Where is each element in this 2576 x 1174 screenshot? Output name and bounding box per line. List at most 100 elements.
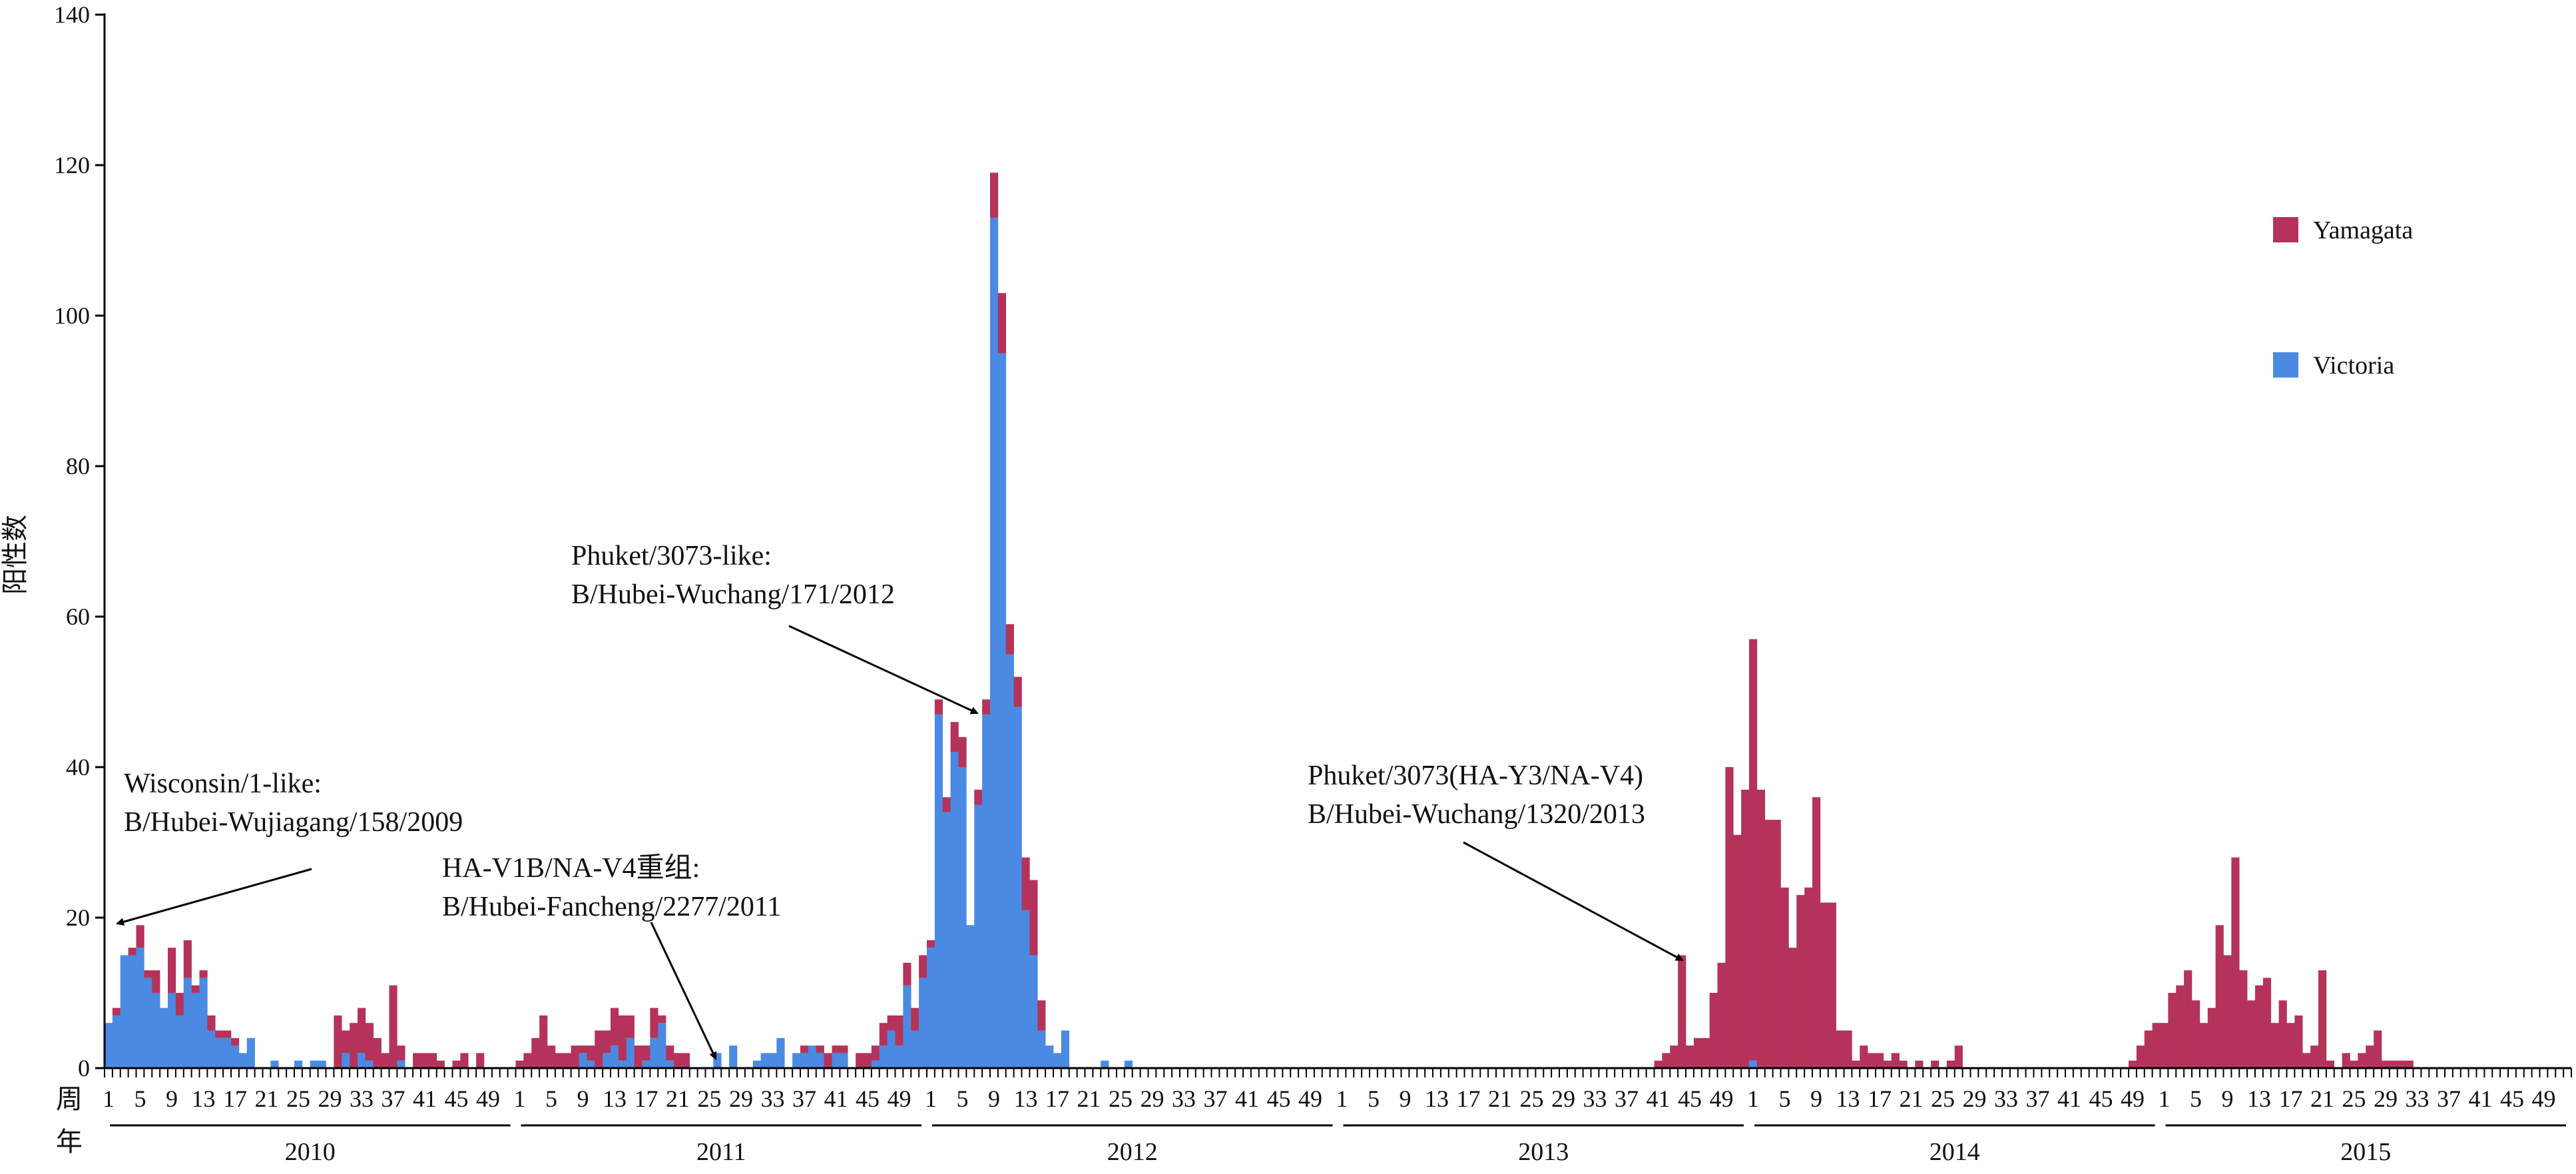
annotation-line1: Wisconsin/1-like: xyxy=(124,768,322,799)
week-tick-label: 25 xyxy=(1931,1085,1955,1112)
annotation-arrow xyxy=(1463,841,1684,962)
week-tick-label: 25 xyxy=(286,1085,310,1112)
bar-yamagata xyxy=(666,1045,674,1061)
bar-yamagata xyxy=(1820,902,1829,1068)
week-tick-label: 45 xyxy=(1266,1085,1290,1112)
y-tick-label: 140 xyxy=(54,1,90,28)
bar-yamagata xyxy=(231,1037,240,1046)
bar-victoria xyxy=(658,1023,666,1068)
year-label: 2012 xyxy=(1107,1138,1158,1166)
y-axis-title: 阳性数 xyxy=(0,515,30,595)
annotation-arrow xyxy=(788,625,979,715)
bar-victoria xyxy=(752,1060,761,1068)
bar-yamagata xyxy=(460,1053,469,1068)
week-tick-label: 17 xyxy=(223,1085,247,1112)
bar-victoria xyxy=(160,1008,168,1068)
week-tick-label: 1 xyxy=(925,1085,937,1112)
bar-victoria xyxy=(215,1037,224,1068)
bar-victoria xyxy=(879,1045,888,1068)
bar-yamagata xyxy=(2184,970,2192,1068)
bar-yamagata xyxy=(1946,1060,1955,1068)
week-tick-label: 17 xyxy=(1456,1085,1480,1112)
annotation-arrow xyxy=(116,868,312,926)
week-tick-label: 49 xyxy=(476,1085,500,1112)
bar-yamagata xyxy=(2294,1015,2303,1068)
week-tick-label: 9 xyxy=(166,1085,178,1112)
bar-yamagata xyxy=(982,699,991,715)
bar-victoria xyxy=(958,767,967,1068)
bar-victoria xyxy=(175,1015,184,1068)
bar-yamagata xyxy=(1915,1060,1924,1068)
bar-yamagata xyxy=(1741,789,1750,1068)
week-tick-label: 49 xyxy=(887,1085,911,1112)
bar-victoria xyxy=(966,925,975,1068)
bar-victoria xyxy=(144,978,152,1068)
bar-yamagata xyxy=(1678,955,1686,1068)
bar-victoria xyxy=(974,804,983,1068)
bar-yamagata xyxy=(879,1023,888,1046)
bar-yamagata xyxy=(373,1037,382,1068)
bar-yamagata xyxy=(2358,1053,2366,1068)
bar-victoria xyxy=(310,1060,318,1068)
annotation-line1: Phuket/3073(HA-Y3/NA-V4) xyxy=(1308,760,1643,791)
bar-yamagata xyxy=(974,789,983,805)
bar-yamagata xyxy=(2286,1023,2295,1068)
week-tick-label: 13 xyxy=(1425,1085,1449,1112)
week-tick-label: 49 xyxy=(1709,1085,1733,1112)
bar-yamagata xyxy=(1868,1053,1876,1068)
legend: Yamagata Victoria xyxy=(2273,216,2413,380)
bar-yamagata xyxy=(1954,1045,1963,1068)
bar-victoria xyxy=(934,714,943,1068)
bar-yamagata xyxy=(350,1023,358,1068)
bar-victoria xyxy=(112,1015,121,1068)
bar-yamagata xyxy=(555,1053,564,1068)
week-tick-label: 5 xyxy=(1778,1085,1790,1112)
bar-yamagata xyxy=(856,1053,864,1068)
bar-yamagata xyxy=(1029,880,1038,956)
bar-yamagata xyxy=(840,1045,848,1053)
bar-victoria xyxy=(1005,654,1014,1068)
week-tick-label: 1 xyxy=(103,1085,115,1112)
bar-yamagata xyxy=(365,1023,374,1061)
bar-yamagata xyxy=(1828,902,1836,1068)
week-tick-label: 21 xyxy=(1899,1085,1923,1112)
bar-victoria xyxy=(397,1060,405,1068)
bar-yamagata xyxy=(2405,1060,2414,1068)
bar-victoria xyxy=(191,993,200,1068)
bar-yamagata xyxy=(1876,1053,1884,1068)
bar-yamagata xyxy=(626,1015,635,1038)
annotation-line1: HA-V1B/NA-V4重组: xyxy=(442,853,700,884)
bars-layer xyxy=(105,172,2414,1069)
bar-yamagata xyxy=(871,1045,880,1061)
week-tick-label: 37 xyxy=(2437,1085,2461,1112)
bar-victoria xyxy=(238,1053,248,1068)
bar-yamagata xyxy=(144,970,152,978)
bar-yamagata xyxy=(1796,895,1805,1068)
bar-victoria xyxy=(760,1053,769,1068)
bar-yamagata xyxy=(523,1053,532,1068)
y-tick-label: 60 xyxy=(66,603,90,630)
week-tick-label: 25 xyxy=(1519,1085,1543,1112)
bar-yamagata xyxy=(2215,925,2224,1068)
bar-victoria xyxy=(318,1060,326,1068)
bar-victoria xyxy=(1013,707,1022,1068)
week-tick-label: 1 xyxy=(1336,1085,1348,1112)
week-tick-label: 41 xyxy=(413,1085,437,1112)
week-tick-label: 41 xyxy=(824,1085,848,1112)
week-tick-label: 5 xyxy=(956,1085,968,1112)
bar-victoria xyxy=(183,978,192,1068)
bar-victoria xyxy=(1124,1060,1133,1068)
bar-yamagata xyxy=(2239,970,2248,1068)
bar-yamagata xyxy=(1772,820,1781,1068)
bar-yamagata xyxy=(1749,639,1758,1061)
bar-yamagata xyxy=(1812,797,1821,1068)
bar-victoria xyxy=(982,714,991,1068)
bar-yamagata xyxy=(1883,1060,1892,1068)
bar-victoria xyxy=(1101,1060,1109,1068)
bar-victoria xyxy=(365,1060,374,1068)
x-axis-title-year: 年 xyxy=(56,1127,83,1157)
week-tick-label: 41 xyxy=(2468,1085,2492,1112)
bar-victoria xyxy=(152,993,160,1068)
bar-yamagata xyxy=(832,1045,840,1053)
bar-yamagata xyxy=(1733,834,1742,1068)
